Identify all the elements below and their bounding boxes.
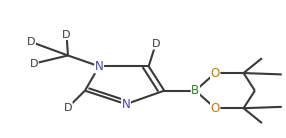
Text: O: O xyxy=(210,102,220,115)
Text: D: D xyxy=(30,59,38,69)
Text: O: O xyxy=(210,67,220,79)
Text: D: D xyxy=(27,37,35,47)
Text: D: D xyxy=(64,103,72,112)
Text: D: D xyxy=(152,39,160,49)
Text: N: N xyxy=(122,98,130,111)
Text: D: D xyxy=(62,30,71,39)
Text: N: N xyxy=(95,60,104,73)
Text: B: B xyxy=(191,84,199,97)
